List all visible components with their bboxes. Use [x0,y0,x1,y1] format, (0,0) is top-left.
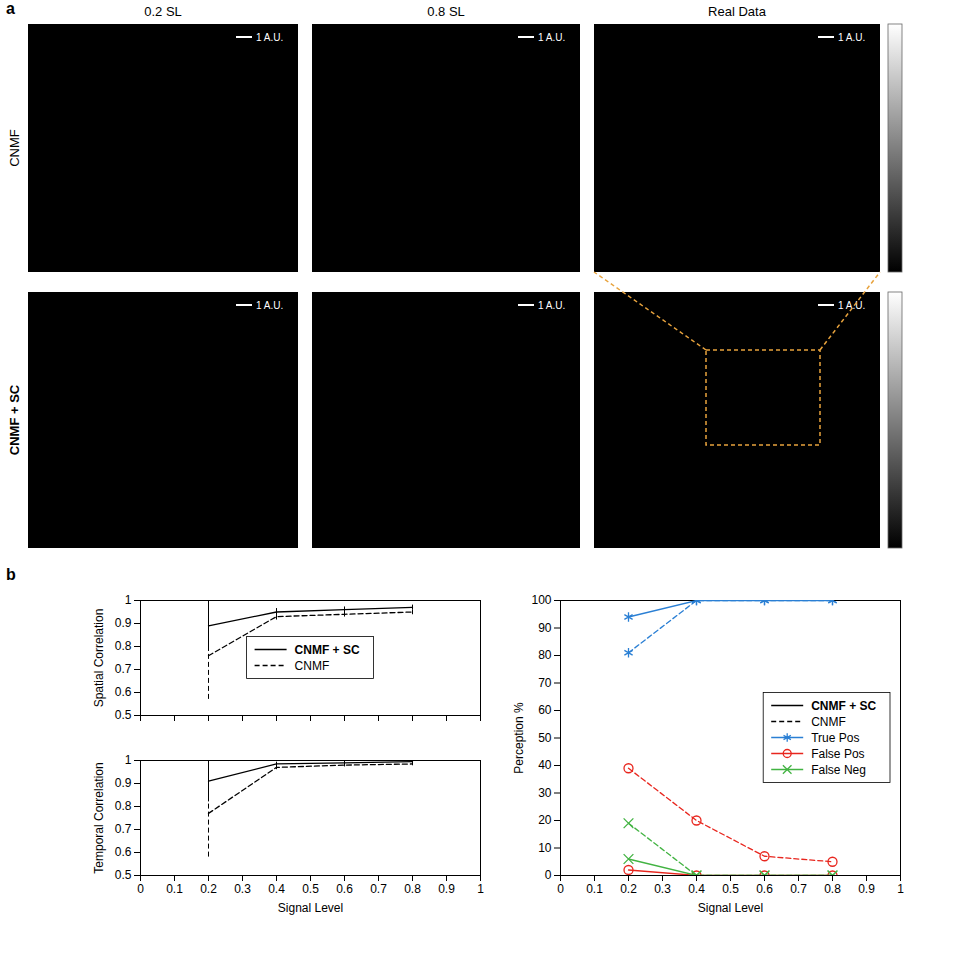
svg-text:Signal Level: Signal Level [278,901,343,915]
svg-text:0.4: 0.4 [268,882,285,896]
svg-text:1 A.U.: 1 A.U. [838,300,866,311]
svg-text:1 A.U.: 1 A.U. [538,300,565,311]
svg-text:0.5: 0.5 [115,708,132,722]
svg-text:0.2: 0.2 [620,882,637,896]
svg-text:CNMF + SC: CNMF + SC [295,643,360,657]
svg-text:0.5: 0.5 [302,882,319,896]
svg-text:False Pos: False Pos [811,747,864,761]
svg-text:0.6: 0.6 [115,845,132,859]
svg-text:0.6: 0.6 [115,685,132,699]
svg-text:50: 50 [538,731,552,745]
svg-text:0.9: 0.9 [115,616,132,630]
svg-text:Signal Level: Signal Level [698,901,763,915]
svg-text:0: 0 [545,868,552,882]
svg-text:0.2 SL: 0.2 SL [144,4,182,19]
svg-text:0.6: 0.6 [336,882,353,896]
svg-text:0.8: 0.8 [824,882,841,896]
svg-text:0.4: 0.4 [688,882,705,896]
svg-text:70: 70 [538,676,552,690]
svg-text:0.8 SL: 0.8 SL [427,4,465,19]
svg-text:Spatial Correlation: Spatial Correlation [92,609,106,708]
svg-text:20: 20 [538,813,552,827]
svg-text:1: 1 [125,593,132,607]
svg-text:0.7: 0.7 [370,882,387,896]
svg-text:0.1: 0.1 [166,882,183,896]
svg-text:CNMF + SC: CNMF + SC [7,384,22,455]
svg-text:0.8: 0.8 [115,639,132,653]
svg-text:b: b [6,566,16,583]
svg-text:0.7: 0.7 [790,882,807,896]
svg-text:90: 90 [538,621,552,635]
svg-text:CNMF: CNMF [295,659,330,673]
svg-text:80: 80 [538,648,552,662]
svg-text:1 A.U.: 1 A.U. [256,32,283,43]
svg-text:0.3: 0.3 [234,882,251,896]
svg-text:False Neg: False Neg [811,763,866,777]
svg-text:1: 1 [897,882,904,896]
svg-text:True Pos: True Pos [811,731,859,745]
svg-text:0.5: 0.5 [115,868,132,882]
svg-text:1 A.U.: 1 A.U. [538,32,565,43]
svg-text:1 A.U.: 1 A.U. [838,32,865,43]
svg-text:0.8: 0.8 [404,882,421,896]
svg-text:1 A.U.: 1 A.U. [256,300,283,311]
svg-text:CNMF: CNMF [811,715,846,729]
svg-text:CNMF: CNMF [7,129,22,167]
svg-text:30: 30 [538,786,552,800]
svg-text:0.5: 0.5 [722,882,739,896]
svg-text:0: 0 [557,882,564,896]
svg-text:Temporal Correlation: Temporal Correlation [92,762,106,873]
svg-text:0.1: 0.1 [586,882,603,896]
svg-text:40: 40 [538,758,552,772]
svg-text:Perception %: Perception % [512,702,526,774]
svg-text:0.3: 0.3 [654,882,671,896]
svg-text:0.7: 0.7 [115,822,132,836]
svg-text:0.7: 0.7 [115,662,132,676]
svg-text:0.9: 0.9 [858,882,875,896]
svg-text:0.2: 0.2 [200,882,217,896]
svg-text:CNMF + SC: CNMF + SC [811,699,876,713]
svg-text:60: 60 [538,703,552,717]
svg-text:100: 100 [531,593,551,607]
svg-text:0.9: 0.9 [115,776,132,790]
svg-text:10: 10 [538,841,552,855]
svg-text:0: 0 [137,882,144,896]
svg-text:Real Data: Real Data [708,4,767,19]
svg-text:0.8: 0.8 [115,799,132,813]
svg-text:1: 1 [477,882,484,896]
svg-text:0.9: 0.9 [438,882,455,896]
svg-text:0.6: 0.6 [756,882,773,896]
svg-text:1: 1 [125,753,132,767]
svg-text:a: a [6,0,15,17]
